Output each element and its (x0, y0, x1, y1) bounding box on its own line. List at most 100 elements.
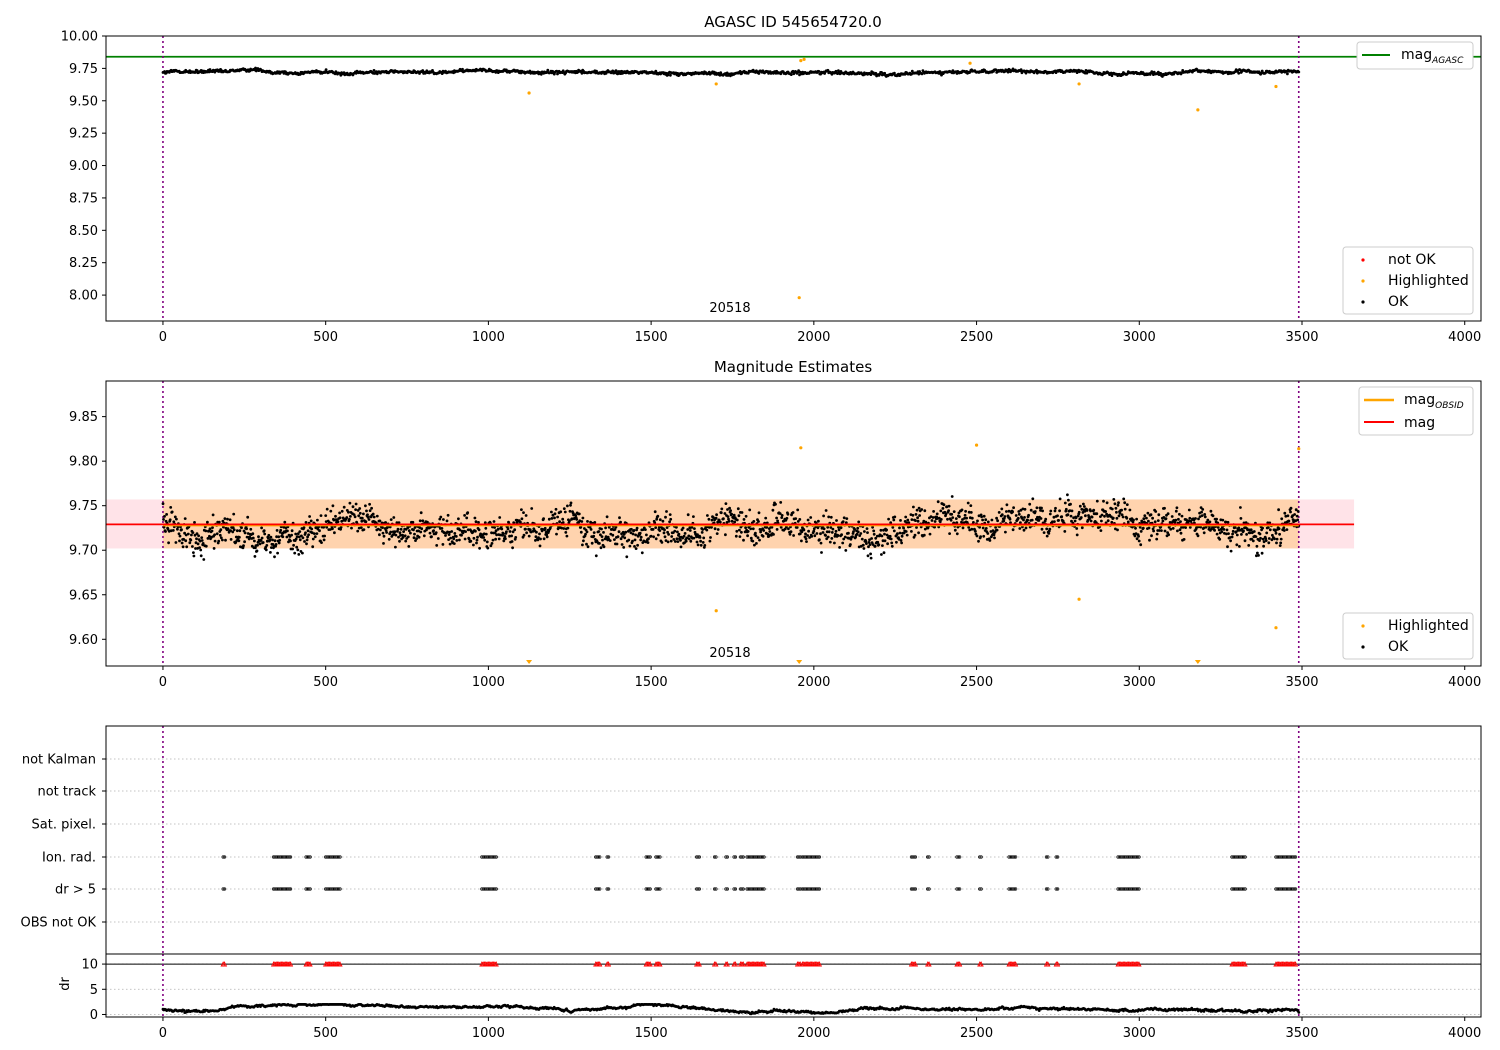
ok-point (322, 525, 325, 529)
flag-marker (222, 855, 227, 859)
ok-point (560, 526, 564, 530)
ok-point (1201, 508, 1205, 511)
ok-point (322, 538, 326, 542)
flag-marker (712, 887, 717, 891)
flag-marker (1054, 855, 1058, 859)
ok-point (302, 526, 306, 529)
ok-point (213, 533, 217, 537)
ok-point (436, 537, 440, 540)
offscale-marker (1194, 660, 1201, 664)
ok-point (251, 536, 255, 540)
flag-marker (658, 887, 662, 891)
ok-point (1056, 514, 1059, 518)
ok-point (751, 527, 755, 531)
x-tick-label: 1000 (472, 330, 505, 345)
ok-point (978, 525, 981, 529)
ok-point (301, 551, 304, 555)
y-tick-label: 8.75 (69, 191, 98, 206)
ok-point (198, 546, 202, 549)
ok-point (1295, 514, 1299, 518)
ok-point (923, 509, 927, 513)
ok-point (746, 530, 750, 533)
ok-point (555, 532, 558, 536)
ok-point (364, 520, 368, 524)
ok-point (710, 518, 714, 522)
ok-point (407, 545, 411, 548)
ok-point (705, 528, 709, 532)
ok-point (685, 536, 689, 540)
ok-point (835, 519, 838, 522)
ok-point (880, 553, 883, 556)
ok-point (1137, 539, 1141, 543)
ok-point (931, 516, 935, 519)
flag-marker (741, 887, 745, 891)
ok-point (1229, 539, 1232, 543)
ok-point (563, 510, 567, 514)
ok-point (171, 529, 175, 532)
ok-point (673, 540, 677, 543)
ok-point (727, 519, 731, 523)
ok-point (829, 515, 833, 519)
ok-point (394, 533, 398, 537)
ok-point (1264, 537, 1268, 540)
ok-point (981, 518, 984, 522)
ok-point (553, 516, 556, 520)
ok-point (200, 536, 204, 539)
ok-point (178, 534, 182, 538)
flag-marker (740, 855, 744, 859)
ok-point (538, 532, 541, 536)
ok-point (1217, 528, 1221, 532)
ok-point (581, 543, 584, 547)
ok-point (1166, 531, 1169, 534)
ok-point (417, 529, 420, 533)
ok-point (1178, 528, 1182, 532)
ok-point (669, 73, 672, 77)
ok-point (342, 505, 346, 509)
ok-point (580, 520, 584, 523)
ok-point (751, 539, 755, 543)
ok-point (592, 531, 596, 534)
ok-point (858, 534, 862, 537)
ok-point (804, 532, 807, 536)
ok-point (336, 520, 340, 524)
ok-point (1248, 531, 1252, 535)
ok-point (298, 538, 302, 542)
ok-point (277, 541, 281, 545)
ok-point (1045, 534, 1049, 538)
ok-point (265, 544, 269, 547)
highlighted-point (714, 609, 718, 613)
ok-point (189, 538, 193, 542)
ok-point (977, 539, 980, 543)
ok-point (716, 528, 720, 531)
ok-point (1266, 526, 1270, 529)
ok-point (1084, 514, 1087, 518)
ok-point (1075, 533, 1079, 537)
flag-marker (337, 855, 341, 859)
ok-point (243, 531, 247, 535)
ok-point (639, 538, 643, 542)
ok-point (579, 530, 583, 534)
ok-point (1178, 512, 1181, 516)
flag-marker (912, 855, 916, 859)
ok-point (820, 551, 823, 554)
ok-point (358, 507, 362, 510)
ok-point (1216, 526, 1220, 529)
ok-point (1069, 502, 1072, 506)
ok-point (308, 515, 311, 518)
ok-point (868, 538, 871, 542)
ok-point (1141, 526, 1145, 530)
ok-point (475, 541, 478, 545)
ok-point (511, 530, 515, 534)
ok-point (162, 518, 165, 521)
ok-point (695, 535, 698, 539)
ok-point (1258, 532, 1262, 536)
ok-point (585, 542, 588, 546)
ok-point (1105, 501, 1109, 505)
ok-point (654, 526, 658, 529)
ok-point (340, 509, 344, 513)
ok-point (1261, 537, 1265, 541)
ok-point (1202, 526, 1206, 530)
ok-point (935, 512, 939, 516)
ok-point (1187, 519, 1191, 523)
ok-point (625, 555, 629, 559)
